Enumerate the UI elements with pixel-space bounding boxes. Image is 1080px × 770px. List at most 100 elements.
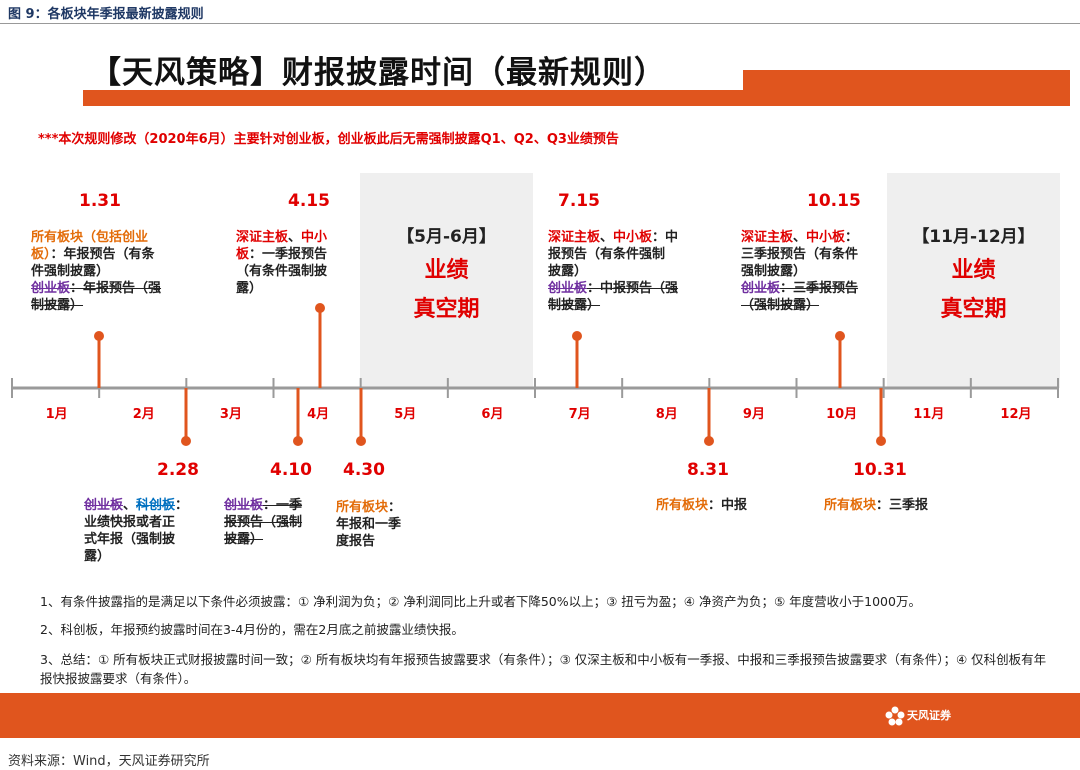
note-2: 2、科创板，年报预约披露时间在3-4月份的，需在2月底之前披露业绩快报。 [40,622,464,637]
event-dot [315,303,325,313]
desc-segment: 件强制披露） [31,264,110,279]
note-1: 1、有条件披露指的是满足以下条件必须披露：① 净利润为负；② 净利润同比上升或者… [40,594,921,609]
company-logo: 天风证券 [885,698,975,734]
desc-line: 创业板、科创板： [84,497,214,514]
month-label: 8月 [655,407,678,422]
month-label: 9月 [742,407,765,422]
month-label: 6月 [481,407,504,422]
date-label-4-30: 4.30 [343,460,385,480]
desc-line: 所有板块：中报 [656,497,796,514]
event-desc-7-15: 深证主板、中小板：中 报预告（有条件强制 披露） 创业板：中报预告（强 制披露） [548,229,718,314]
desc-segment: ： [175,498,189,513]
desc-line: 板：一季报预告 [236,246,356,263]
event-desc-10-31: 所有板块：三季报 [824,497,984,514]
desc-line: （强制披露） [741,297,891,314]
desc-segment: 创业板 [84,498,124,513]
date-label-1-31: 1.31 [79,191,121,211]
note-3: 3、总结：① 所有板块正式财报披露时间一致；② 所有板块均有年报预告披露要求（有… [40,652,1047,686]
desc-segment: 所有板块 [656,498,709,513]
desc-segment: ： [845,230,859,245]
desc-segment: ：一季报预告 [249,247,328,262]
desc-segment: （有条件强制披 [236,264,328,279]
event-dot [876,436,886,446]
date-label-4-15: 4.15 [288,191,330,211]
desc-segment: ：中报预告（强 [587,281,679,296]
desc-line: 深证主板、中小板：中 [548,229,718,246]
desc-line: 报预告（有条件强制 [548,246,718,263]
desc-segment: 深证主板 [741,230,794,245]
desc-segment: ：三季报 [876,498,929,513]
desc-line: 报预告（强制 [224,514,334,531]
desc-segment: 创业板 [741,281,781,296]
desc-line: 度报告 [336,533,436,550]
desc-line: 年报和一季 [336,516,436,533]
desc-line: 强制披露） [741,263,891,280]
desc-segment: 披露） [224,532,264,547]
desc-line: 三季报预告（有条件 [741,246,891,263]
desc-segment: 度报告 [336,534,376,549]
desc-segment: ： [388,500,402,515]
vacuum-period-label-may-jun: 【5月-6月】 业绩 真空期 [360,222,533,321]
desc-segment: 报预告（强制 [224,515,303,530]
desc-line: 披露） [548,263,718,280]
title-accent-block [743,70,1070,106]
desc-segment: 所有板块（包括创业 [31,230,149,245]
flower-logo-icon [885,706,905,726]
desc-segment: ：年报预告（有条 [50,247,155,262]
logo-name: 天风证券 [907,709,951,722]
event-dot [94,331,104,341]
vacuum-period-box-nov-dec [887,173,1060,388]
event-desc-10-15: 深证主板、中小板： 三季报预告（有条件 强制披露） 创业板：三季报预告 （强制披露） [741,229,891,314]
desc-segment: 报预告（有条件强制 [548,247,666,262]
desc-segment: ：中报 [708,498,748,513]
desc-segment: 深证主板 [236,230,289,245]
desc-segment: 三季报预告（有条件 [741,247,859,262]
month-label: 11月 [913,407,945,422]
month-label: 5月 [394,407,417,422]
vacuum-range: 【5月-6月】 [397,227,496,247]
event-dot [181,436,191,446]
desc-line: 深证主板、中小板： [741,229,891,246]
figure-caption: 图 9：各板块年季报最新披露规则 [8,7,204,22]
desc-line: 板）：年报预告（有条 [31,246,201,263]
desc-segment: 制披露） [548,298,601,313]
date-label-2-28: 2.28 [157,460,199,480]
desc-segment: 、 [123,498,137,513]
desc-segment: 板 [236,247,250,262]
desc-segment: 中小 [301,230,328,245]
event-desc-4-10: 创业板：一季 报预告（强制 披露） [224,497,334,548]
desc-segment: 中小板 [613,230,653,245]
event-desc-1-31: 所有板块（包括创业 板）：年报预告（有条 件强制披露） 创业板：年报预告（强 制披露） [31,229,201,314]
desc-segment: 年报和一季 [336,517,402,532]
desc-segment: 、 [600,230,614,245]
desc-segment: 科创板 [136,498,176,513]
desc-line: 所有板块： [336,499,436,516]
source-note: 资料来源：Wind，天风证券研究所 [8,754,210,769]
desc-segment: ：中 [652,230,679,245]
desc-segment: 板） [31,247,51,262]
desc-segment: 深证主板 [548,230,601,245]
desc-line: 深证主板、中小 [236,229,356,246]
desc-line: 创业板：中报预告（强 [548,280,718,297]
desc-line: 露） [84,548,214,565]
rule-change-notice: ***本次规则修改（2020年6月）主要针对创业板，创业板此后无需强制披露Q1、… [38,132,619,147]
desc-segment: ：三季报预告 [780,281,859,296]
desc-line: 所有板块（包括创业 [31,229,201,246]
desc-segment: 制披露） [31,298,84,313]
event-desc-2-28: 创业板、科创板： 业绩快报或者正 式年报（强制披 露） [84,497,214,565]
date-label-4-10: 4.10 [270,460,312,480]
desc-segment: 创业板 [548,281,588,296]
desc-line: 披露） [224,531,334,548]
event-desc-4-30: 所有板块： 年报和一季 度报告 [336,499,436,550]
desc-segment: 所有板块 [824,498,877,513]
month-label: 1月 [45,407,68,422]
timeline-svg [11,303,1059,446]
event-dot [356,436,366,446]
slide-title: 【天风策略】财报披露时间（最新规则） [90,55,666,91]
vacuum-range: 【11月-12月】 [912,227,1035,247]
desc-line: 创业板：年报预告（强 [31,280,201,297]
desc-line: 露） [236,280,356,297]
desc-segment: 所有板块 [336,500,389,515]
event-dot [293,436,303,446]
date-label-8-31: 8.31 [687,460,729,480]
